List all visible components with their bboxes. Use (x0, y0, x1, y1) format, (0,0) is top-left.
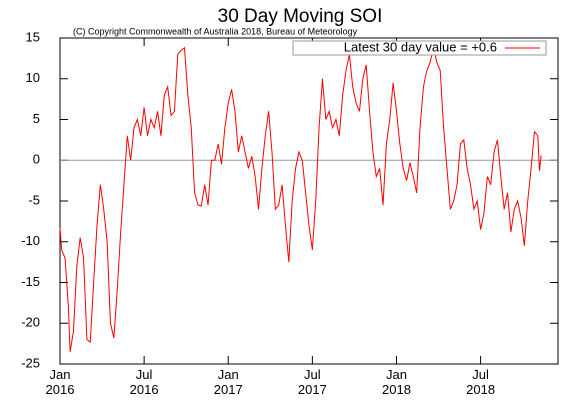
y-tick-label: 10 (26, 70, 40, 85)
y-tick-label: -10 (21, 233, 40, 248)
y-tick-label: -15 (21, 274, 40, 289)
y-tick-label: 0 (33, 152, 40, 167)
x-tick-label: Jan 2016 (45, 367, 75, 397)
x-tick-label: Jul 2016 (129, 367, 159, 397)
x-tick-label: Jan 2018 (382, 367, 411, 397)
x-tick-label-box: Jan 2018 (382, 367, 411, 397)
y-tick-label: 15 (26, 29, 40, 44)
x-tick-label: Jan 2017 (213, 367, 243, 397)
x-tick-label-box: Jul 2018 (466, 367, 496, 397)
y-tick-label: -5 (28, 192, 40, 207)
series-line (59, 46, 542, 352)
x-tick-label-box: Jul 2017 (297, 367, 327, 397)
legend-label: Latest 30 day value = +0.6 (344, 39, 497, 54)
x-tick-label-box: Jul 2016 (129, 367, 159, 397)
plot-frame (59, 37, 559, 365)
legend-box (292, 40, 547, 56)
chart-subtitle: (C) Copyright Commonwealth of Australia … (73, 26, 358, 36)
x-tick-label: Jul 2017 (297, 367, 327, 397)
x-tick-label-box: Jan 2016 (45, 367, 75, 397)
x-tick-label: Jul 2018 (466, 367, 496, 397)
chart-title: 30 Day Moving SOI (218, 6, 383, 27)
x-tick-label-box: Jan 2017 (213, 367, 243, 397)
y-tick-label: -25 (21, 355, 40, 370)
y-tick-label: -20 (21, 315, 40, 330)
y-tick-label: 5 (33, 111, 40, 126)
